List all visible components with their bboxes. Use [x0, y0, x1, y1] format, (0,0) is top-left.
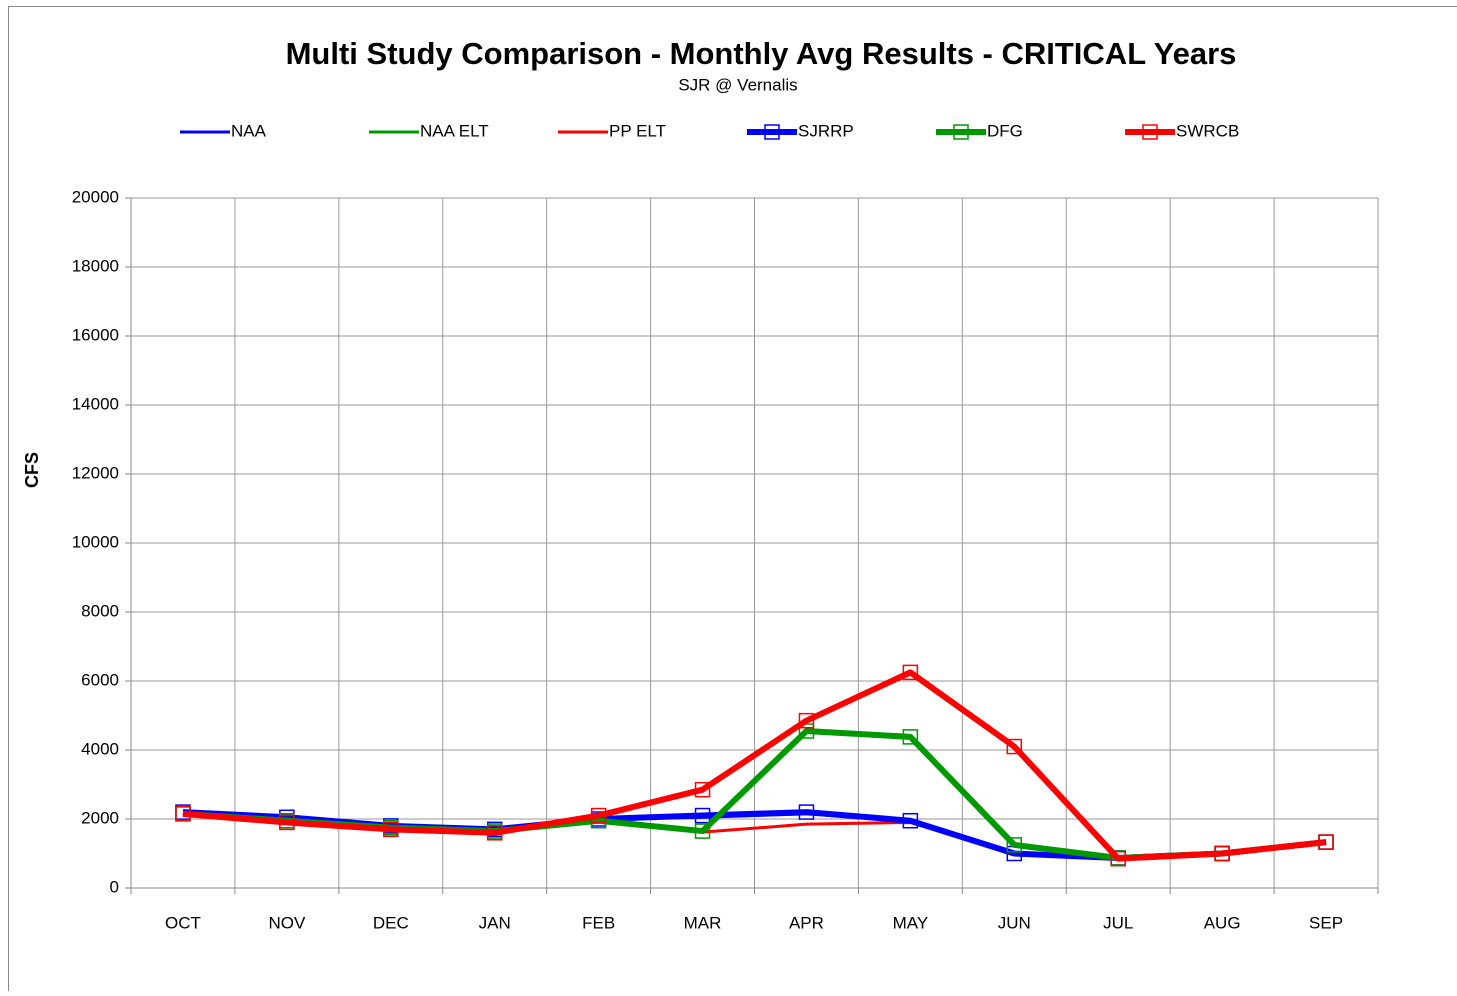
x-tick-label: AUG — [1204, 913, 1241, 932]
x-tick-label: MAR — [684, 913, 722, 932]
legend-label: DFG — [987, 121, 1023, 140]
y-tick-label: 12000 — [72, 463, 119, 482]
y-tick-label: 10000 — [72, 532, 119, 551]
x-tick-label: OCT — [165, 913, 201, 932]
legend-label: NAA ELT — [420, 121, 489, 140]
y-tick-label: 14000 — [72, 394, 119, 413]
chart-frame — [9, 7, 1457, 992]
y-tick-label: 8000 — [81, 601, 119, 620]
y-axis-label: CFS — [22, 452, 42, 488]
x-tick-label: MAY — [893, 913, 929, 932]
x-tick-label: FEB — [582, 913, 615, 932]
legend-label: PP ELT — [609, 121, 666, 140]
chart-subtitle: SJR @ Vernalis — [678, 75, 797, 94]
x-tick-label: JAN — [479, 913, 511, 932]
legend-label: SJRRP — [798, 121, 854, 140]
x-tick-label: DEC — [373, 913, 409, 932]
y-tick-label: 16000 — [72, 325, 119, 344]
x-tick-label: NOV — [268, 913, 306, 932]
y-tick-label: 2000 — [81, 808, 119, 827]
x-tick-label: JUL — [1103, 913, 1133, 932]
y-tick-label: 20000 — [72, 187, 119, 206]
x-tick-label: SEP — [1309, 913, 1343, 932]
y-tick-label: 6000 — [81, 670, 119, 689]
legend-label: NAA — [231, 121, 267, 140]
legend-label: SWRCB — [1176, 121, 1239, 140]
y-tick-label: 4000 — [81, 739, 119, 758]
chart-title: Multi Study Comparison - Monthly Avg Res… — [286, 36, 1237, 71]
x-tick-label: APR — [789, 913, 824, 932]
y-tick-label: 0 — [110, 877, 119, 896]
y-tick-label: 18000 — [72, 256, 119, 275]
x-tick-label: JUN — [998, 913, 1031, 932]
